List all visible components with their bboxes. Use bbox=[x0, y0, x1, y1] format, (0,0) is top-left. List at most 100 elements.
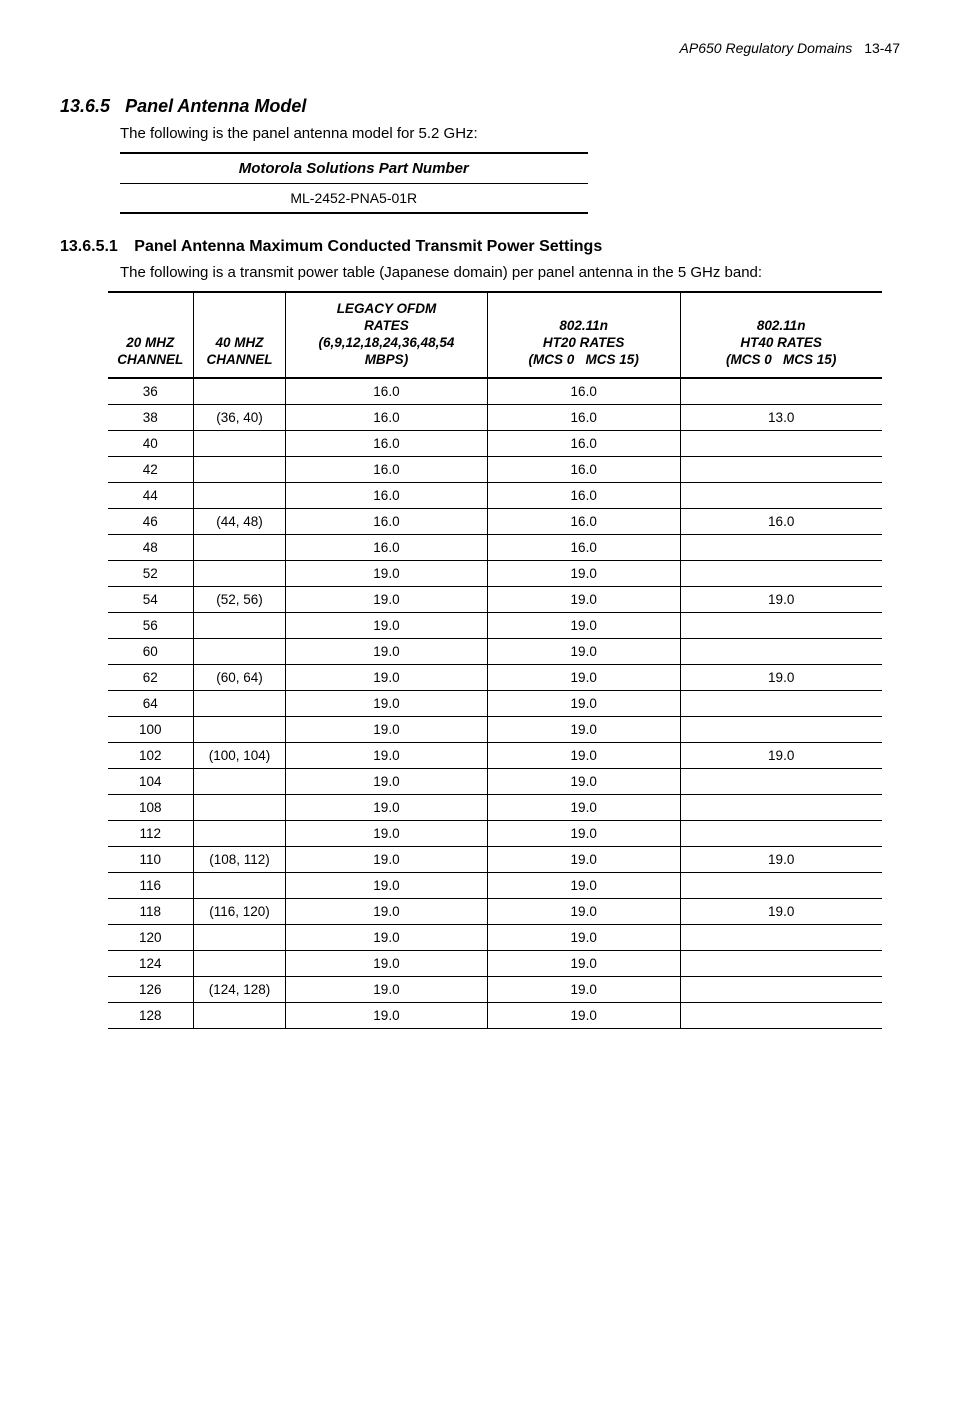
table-cell bbox=[193, 612, 286, 638]
table-cell bbox=[680, 768, 881, 794]
table-cell: 110 bbox=[108, 846, 193, 872]
table-cell: 40 bbox=[108, 430, 193, 456]
table-cell: 52 bbox=[108, 560, 193, 586]
table-cell bbox=[680, 976, 881, 1002]
table-row: 11619.019.0 bbox=[108, 872, 882, 898]
table-cell: 16.0 bbox=[286, 378, 487, 405]
table-cell: 16.0 bbox=[487, 404, 680, 430]
table-cell: 100 bbox=[108, 716, 193, 742]
table-row: 5619.019.0 bbox=[108, 612, 882, 638]
table-cell: 124 bbox=[108, 950, 193, 976]
page-number: 13-47 bbox=[864, 40, 900, 56]
table-cell: 19.0 bbox=[487, 690, 680, 716]
table-row: 54(52, 56)19.019.019.0 bbox=[108, 586, 882, 612]
table-cell bbox=[193, 1002, 286, 1028]
table-cell: 19.0 bbox=[286, 846, 487, 872]
table-cell bbox=[193, 378, 286, 405]
table-cell bbox=[680, 534, 881, 560]
table-cell bbox=[680, 872, 881, 898]
table-cell: 19.0 bbox=[487, 950, 680, 976]
table-cell: 19.0 bbox=[487, 1002, 680, 1028]
table-cell bbox=[680, 950, 881, 976]
table-cell: 19.0 bbox=[487, 924, 680, 950]
table-row: 46(44, 48)16.016.016.0 bbox=[108, 508, 882, 534]
section-title: Panel Antenna Model bbox=[125, 96, 306, 116]
table-cell: 42 bbox=[108, 456, 193, 482]
table-cell: 120 bbox=[108, 924, 193, 950]
col-header-20mhz: 20 MHZCHANNEL bbox=[108, 292, 193, 378]
col-header-ht40: 802.11nHT40 RATES(MCS 0 MCS 15) bbox=[680, 292, 881, 378]
table-cell: 46 bbox=[108, 508, 193, 534]
table-row: 10819.019.0 bbox=[108, 794, 882, 820]
table-cell: 19.0 bbox=[487, 586, 680, 612]
table-cell: 19.0 bbox=[286, 976, 487, 1002]
table-cell: 16.0 bbox=[487, 456, 680, 482]
table-cell: 38 bbox=[108, 404, 193, 430]
table-cell: 19.0 bbox=[680, 742, 881, 768]
table-cell: (108, 112) bbox=[193, 846, 286, 872]
table-cell: 19.0 bbox=[286, 560, 487, 586]
table-cell: (124, 128) bbox=[193, 976, 286, 1002]
table-cell bbox=[193, 820, 286, 846]
table-cell bbox=[193, 456, 286, 482]
table-cell: 19.0 bbox=[487, 820, 680, 846]
table-cell: 36 bbox=[108, 378, 193, 405]
table-cell: 118 bbox=[108, 898, 193, 924]
table-cell: 44 bbox=[108, 482, 193, 508]
table-row: 10419.019.0 bbox=[108, 768, 882, 794]
table-cell: 116 bbox=[108, 872, 193, 898]
power-table: 20 MHZCHANNEL 40 MHZCHANNEL LEGACY OFDMR… bbox=[108, 291, 882, 1029]
table-cell bbox=[193, 924, 286, 950]
table-cell: 102 bbox=[108, 742, 193, 768]
table-cell: 16.0 bbox=[286, 404, 487, 430]
table-cell: (52, 56) bbox=[193, 586, 286, 612]
table-cell: 19.0 bbox=[286, 664, 487, 690]
col-header-ofdm: LEGACY OFDMRATES(6,9,12,18,24,36,48,54MB… bbox=[286, 292, 487, 378]
section-heading: 13.6.5 Panel Antenna Model bbox=[60, 96, 910, 117]
table-cell bbox=[680, 560, 881, 586]
table-cell: 16.0 bbox=[487, 482, 680, 508]
table-row: 4816.016.0 bbox=[108, 534, 882, 560]
running-title: AP650 Regulatory Domains bbox=[680, 40, 853, 56]
table-cell: 19.0 bbox=[286, 1002, 487, 1028]
table-cell: (116, 120) bbox=[193, 898, 286, 924]
table-cell bbox=[680, 794, 881, 820]
table-cell: 13.0 bbox=[680, 404, 881, 430]
table-cell bbox=[680, 612, 881, 638]
table-cell: 19.0 bbox=[487, 612, 680, 638]
table-cell: 19.0 bbox=[286, 690, 487, 716]
table-cell: 19.0 bbox=[487, 846, 680, 872]
table-cell: 19.0 bbox=[286, 794, 487, 820]
table-cell bbox=[680, 1002, 881, 1028]
col-header-ht20: 802.11nHT20 RATES(MCS 0 MCS 15) bbox=[487, 292, 680, 378]
table-cell bbox=[193, 768, 286, 794]
table-cell: 19.0 bbox=[487, 560, 680, 586]
power-table-header-row: 20 MHZCHANNEL 40 MHZCHANNEL LEGACY OFDMR… bbox=[108, 292, 882, 378]
section-number: 13.6.5 bbox=[60, 96, 110, 117]
table-cell: 16.0 bbox=[286, 508, 487, 534]
table-cell: 16.0 bbox=[487, 534, 680, 560]
col-header-40mhz: 40 MHZCHANNEL bbox=[193, 292, 286, 378]
table-cell bbox=[193, 690, 286, 716]
table-row: 126(124, 128)19.019.0 bbox=[108, 976, 882, 1002]
table-cell: 19.0 bbox=[680, 586, 881, 612]
part-table-header: Motorola Solutions Part Number bbox=[120, 153, 588, 184]
table-cell: 54 bbox=[108, 586, 193, 612]
table-cell bbox=[680, 482, 881, 508]
table-row: 4416.016.0 bbox=[108, 482, 882, 508]
table-row: 12419.019.0 bbox=[108, 950, 882, 976]
table-row: 11219.019.0 bbox=[108, 820, 882, 846]
subsection-intro: The following is a transmit power table … bbox=[120, 264, 910, 281]
table-cell: 19.0 bbox=[286, 768, 487, 794]
table-cell bbox=[193, 560, 286, 586]
table-cell: 16.0 bbox=[286, 456, 487, 482]
section-intro: The following is the panel antenna model… bbox=[120, 125, 910, 142]
table-row: 62(60, 64)19.019.019.0 bbox=[108, 664, 882, 690]
table-cell bbox=[193, 872, 286, 898]
table-cell bbox=[193, 950, 286, 976]
table-cell: 128 bbox=[108, 1002, 193, 1028]
table-cell: 19.0 bbox=[487, 898, 680, 924]
table-row: 128 19.019.0 bbox=[108, 1002, 882, 1028]
table-cell: 19.0 bbox=[286, 586, 487, 612]
table-row: 6419.019.0 bbox=[108, 690, 882, 716]
